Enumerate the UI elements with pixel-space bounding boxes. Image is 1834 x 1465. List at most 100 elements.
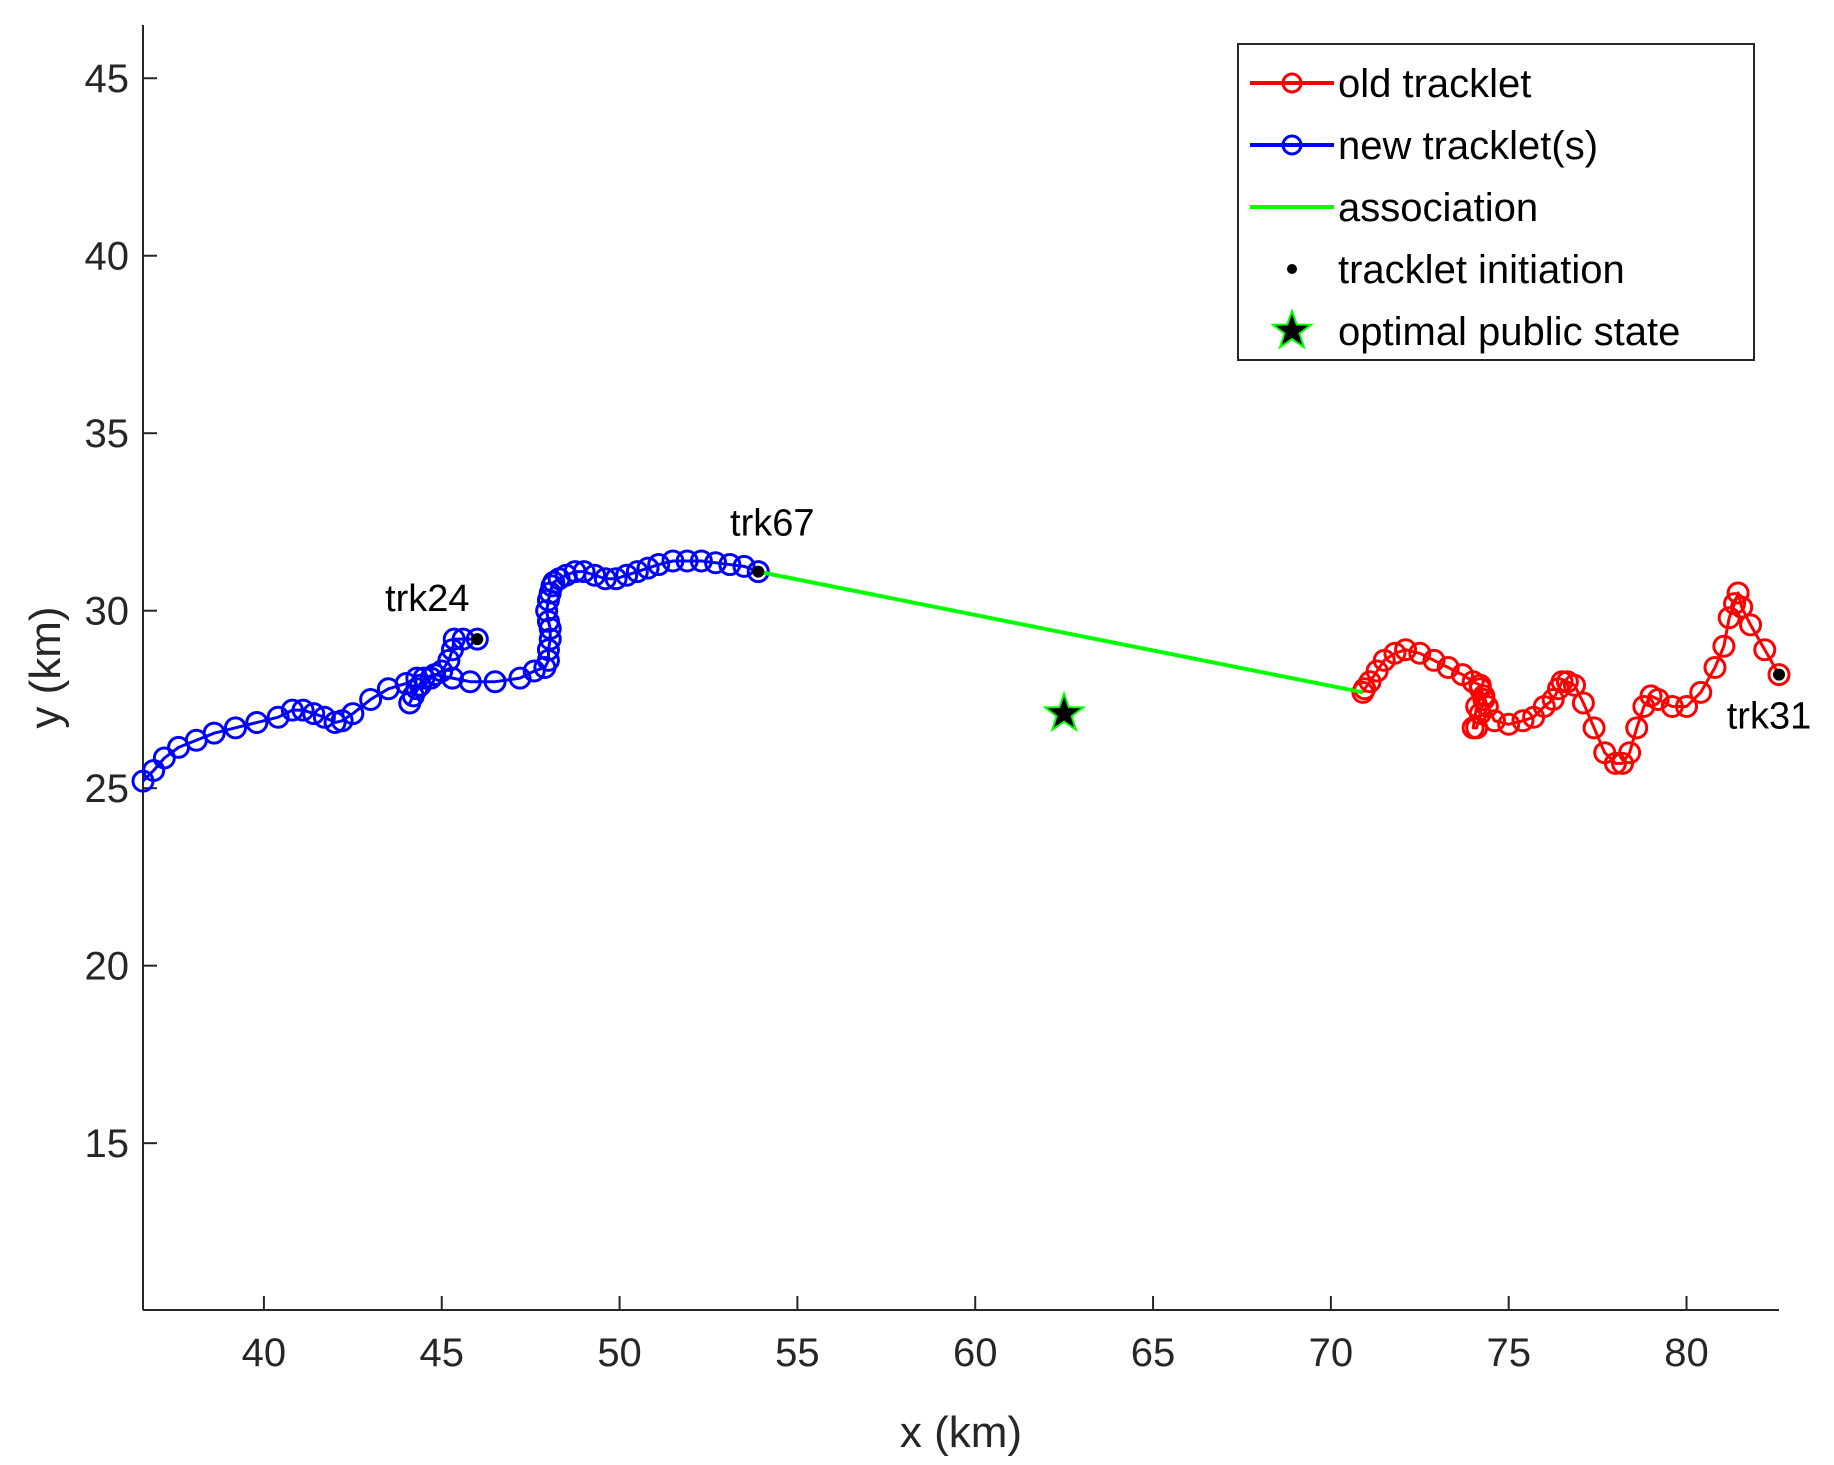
tracklet-point bbox=[1571, 691, 1595, 715]
y-axis-title: y (km) bbox=[21, 606, 70, 728]
tracklet-point bbox=[1753, 638, 1777, 662]
plot-area bbox=[131, 549, 1791, 793]
tracklet-point bbox=[1422, 648, 1446, 672]
tracklet-point bbox=[636, 556, 660, 580]
tracklet-point bbox=[583, 563, 607, 587]
tracklet-point bbox=[131, 769, 155, 793]
tracklet-point bbox=[458, 670, 482, 694]
tracklet-point bbox=[312, 705, 336, 729]
tracklet-point bbox=[1723, 592, 1747, 616]
tracklet-point bbox=[535, 599, 559, 623]
legend-star-swatch bbox=[1270, 307, 1314, 350]
x-tick-label: 60 bbox=[953, 1331, 998, 1375]
tracklet-point bbox=[615, 563, 639, 587]
y-tick-label: 40 bbox=[85, 235, 130, 279]
tracklet-point bbox=[1689, 680, 1713, 704]
tracklet-line bbox=[141, 676, 418, 783]
tracklet-point bbox=[1717, 606, 1741, 630]
legend-label: tracklet initiation bbox=[1338, 248, 1625, 292]
tracklet-label: trk24 bbox=[385, 578, 469, 620]
x-tick-label: 75 bbox=[1486, 1331, 1531, 1375]
tracklet-point bbox=[1436, 656, 1460, 679]
tracklet-point bbox=[1522, 705, 1546, 729]
x-tick-label: 80 bbox=[1664, 1331, 1709, 1375]
legend-label: optimal public state bbox=[1338, 310, 1680, 354]
tracklet-label: trk31 bbox=[1727, 696, 1811, 738]
tracklet-point bbox=[542, 570, 566, 594]
tracklet-point bbox=[302, 702, 326, 726]
tracklet-point bbox=[483, 670, 507, 694]
tracklet-point bbox=[1632, 695, 1656, 719]
tracklet-point bbox=[625, 560, 649, 584]
tracklet-point bbox=[572, 560, 596, 584]
tracklet-point bbox=[1408, 641, 1432, 665]
tracklet-point bbox=[1511, 709, 1535, 733]
track-labels: trk24 trk67 trk31 bbox=[385, 503, 1811, 738]
x-tick-label: 65 bbox=[1131, 1331, 1176, 1375]
tracklet-point bbox=[604, 567, 628, 591]
y-tick-label: 45 bbox=[85, 57, 130, 101]
x-axis-title: x (km) bbox=[900, 1408, 1022, 1457]
tracklet-point bbox=[1593, 741, 1617, 765]
x-tick-label: 40 bbox=[242, 1331, 287, 1375]
tracklet-point bbox=[223, 716, 247, 740]
legend-dot-swatch bbox=[1287, 264, 1297, 274]
optimal-public-state-star bbox=[1042, 690, 1087, 733]
tracklet-point bbox=[359, 687, 383, 711]
tracklet-point bbox=[1726, 581, 1750, 605]
legend-marker-swatch bbox=[1281, 72, 1303, 94]
tracklet-point bbox=[405, 666, 429, 690]
x-tick-label: 70 bbox=[1309, 1331, 1354, 1375]
axes: 40 45 50 55 60 65 70 75 80 15 20 25 30 35 40 45 x (km) y … bbox=[21, 25, 1779, 1457]
tracklet-point bbox=[538, 627, 562, 651]
tracklet-point bbox=[675, 549, 699, 573]
tracklet-point bbox=[689, 549, 713, 573]
tracklet-point bbox=[704, 551, 728, 575]
tracklet-point bbox=[661, 549, 685, 573]
tracklet-point bbox=[1625, 716, 1649, 740]
tracklet-point bbox=[1703, 656, 1727, 679]
tracklet-point bbox=[1546, 677, 1570, 701]
legend-marker-swatch bbox=[1281, 134, 1303, 156]
tracklet-point bbox=[1465, 716, 1489, 740]
tracklet-point bbox=[1472, 687, 1496, 711]
tracklet-point bbox=[1767, 663, 1791, 687]
tracklet-point bbox=[593, 567, 617, 591]
tracklet-point bbox=[647, 553, 671, 577]
tracklet-point bbox=[465, 627, 489, 651]
tracklet-point bbox=[291, 698, 315, 722]
legend-label: new tracklet(s) bbox=[1338, 124, 1598, 168]
tracklet-point bbox=[1582, 716, 1606, 740]
legend-label: association bbox=[1338, 186, 1538, 230]
tracklet-point bbox=[1468, 702, 1492, 726]
tracklet-point bbox=[245, 711, 269, 735]
tracklet-point bbox=[1739, 613, 1763, 637]
initiation-dot bbox=[1773, 668, 1785, 681]
y-tick-label: 15 bbox=[85, 1122, 130, 1166]
tracklet-label: trk67 bbox=[730, 503, 814, 545]
legend: old tracklet new tracklet(s) association tr… bbox=[1237, 43, 1755, 361]
tracklet-point bbox=[266, 705, 290, 729]
tracklet-point bbox=[1450, 663, 1474, 687]
x-tick-label: 50 bbox=[597, 1331, 642, 1375]
tracklet-point bbox=[376, 677, 400, 701]
legend-label: old tracklet bbox=[1338, 62, 1531, 106]
y-tick-label: 30 bbox=[85, 590, 130, 634]
association-line bbox=[757, 569, 1364, 695]
tracklet-point bbox=[1497, 712, 1521, 736]
legend-box bbox=[1237, 43, 1755, 361]
tracklet-point bbox=[442, 627, 466, 651]
tracklet-point bbox=[508, 666, 532, 690]
tracklet-point bbox=[1712, 634, 1736, 658]
initiation-dot bbox=[752, 565, 765, 578]
tracklet-point bbox=[323, 711, 347, 735]
y-tick-label: 35 bbox=[85, 412, 130, 456]
tracklet-point bbox=[440, 638, 464, 662]
y-tick-label: 20 bbox=[85, 945, 130, 989]
tracklet-point bbox=[1611, 751, 1635, 775]
tracklet-point bbox=[280, 698, 304, 722]
tracklet-point bbox=[1394, 638, 1418, 662]
tracklet-point bbox=[718, 553, 742, 577]
y-tick-label: 25 bbox=[85, 767, 130, 811]
x-tick-label: 45 bbox=[419, 1331, 464, 1375]
